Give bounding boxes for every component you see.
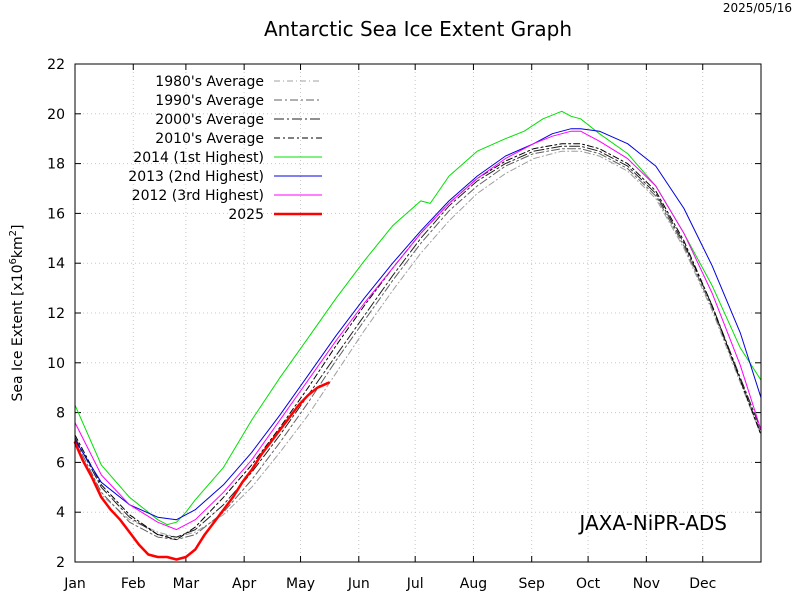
- x-tick-label: Aug: [460, 576, 487, 592]
- series-line-5: [74, 128, 762, 521]
- axis-ticks: 2 4 6 8 10 12 14 16 18 20 22 Jan Feb Mar Apr May Jun Jul A…: [47, 57, 761, 592]
- y-tick-label: 10: [47, 356, 65, 372]
- y-axis-label-exp1: 6: [8, 258, 19, 264]
- y-axis-label-exp2: 2: [8, 230, 19, 236]
- x-tick-label: May: [286, 576, 315, 592]
- series-line-4: [74, 110, 762, 526]
- x-tick-label: Sep: [519, 576, 546, 592]
- chart-title: Antarctic Sea Ice Extent Graph: [264, 17, 572, 41]
- legend-label: 2012 (3rd Highest): [132, 188, 264, 204]
- series-line-3: [74, 143, 762, 541]
- y-axis-label-post: ]: [10, 225, 26, 230]
- y-tick-label: 6: [56, 455, 65, 471]
- legend-label: 2025: [228, 207, 264, 223]
- data-series: [73, 110, 762, 561]
- legend-label: 1990's Average: [155, 93, 264, 109]
- x-tick-label: Dec: [689, 576, 716, 592]
- series-line-1: [74, 148, 762, 541]
- y-tick-label: 20: [47, 107, 65, 123]
- y-axis-label-pre: Sea Ice Extent [x10: [10, 264, 26, 401]
- legend-label: 1980's Average: [155, 74, 264, 90]
- legend-label: 2000's Average: [155, 112, 264, 128]
- y-tick-label: 4: [56, 505, 65, 521]
- y-tick-label: 8: [56, 406, 65, 422]
- y-tick-label: 12: [47, 306, 65, 322]
- x-tick-label: Oct: [576, 576, 601, 592]
- series-line-6: [74, 130, 762, 531]
- y-tick-label: 14: [47, 256, 65, 272]
- legend-label: 2010's Average: [155, 131, 264, 147]
- grid-lines: [75, 64, 761, 562]
- y-tick-label: 22: [47, 57, 65, 73]
- x-tick-label: Nov: [633, 576, 660, 592]
- x-tick-label: Jan: [63, 576, 86, 592]
- x-tick-label: Mar: [173, 576, 200, 592]
- y-tick-label: 2: [56, 555, 65, 571]
- y-axis-label: Sea Ice Extent [x106km2]: [8, 225, 26, 402]
- y-tick-label: 16: [47, 206, 65, 222]
- x-tick-label: Jul: [406, 576, 424, 592]
- y-axis-label-mid: km: [10, 236, 26, 258]
- x-tick-label: Feb: [121, 576, 146, 592]
- legend-label: 2013 (2nd Highest): [128, 169, 264, 185]
- legend: 1980's Average 1990's Average 2000's Avera…: [128, 74, 322, 223]
- date-stamp: 2025/05/16: [723, 1, 792, 15]
- x-tick-label: Apr: [232, 576, 256, 592]
- plot-frame: [74, 63, 762, 563]
- watermark: JAXA-NiPR-ADS: [577, 511, 727, 535]
- x-tick-label: Jun: [347, 576, 370, 592]
- y-tick-label: 18: [47, 157, 65, 173]
- legend-label: 2014 (1st Highest): [133, 150, 264, 166]
- series-line-7: [73, 381, 330, 561]
